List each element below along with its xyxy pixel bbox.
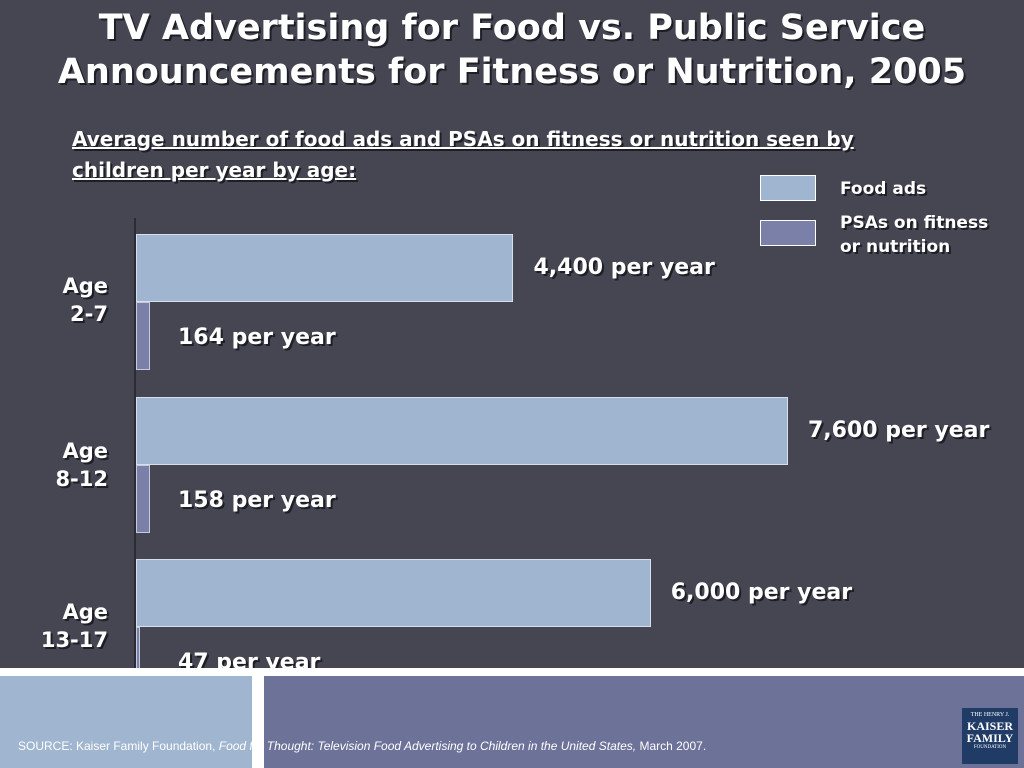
data-label-psas-age-8-12: 158 per year <box>178 488 336 513</box>
logo-line1: THE HENRY J. <box>970 712 1010 718</box>
data-label-food-ads-age-2-7: 4,400 per year <box>533 255 715 280</box>
source-note: SOURCE: Kaiser Family Foundation, Food f… <box>18 737 706 755</box>
legend-swatch-food-ads <box>760 175 816 201</box>
category-axis-line <box>134 218 136 712</box>
bar-food-ads-age-8-12 <box>136 397 788 465</box>
source-prefix: SOURCE: Kaiser Family Foundation, <box>18 739 219 753</box>
bar-psas-age-8-12 <box>136 465 150 533</box>
category-label-age-13-17: Age 13-17 <box>10 598 108 654</box>
footer-band-left <box>0 676 252 768</box>
chart-title: TV Advertising for Food vs. Public Servi… <box>57 8 967 92</box>
data-label-food-ads-age-8-12: 7,600 per year <box>808 418 990 443</box>
footer-divider <box>0 668 1024 676</box>
logo-line4: FOUNDATION <box>973 745 1007 750</box>
bar-food-ads-age-13-17 <box>136 559 651 627</box>
category-label-age-2-7: Age 2-7 <box>10 272 108 328</box>
legend-label-psas-line2: or nutrition <box>840 237 951 257</box>
category-label-line1: Age <box>62 600 108 624</box>
category-label-line1: Age <box>62 439 108 463</box>
legend-label-psas: PSAs on fitness or nutrition <box>840 211 988 259</box>
category-label-age-8-12: Age 8-12 <box>10 437 108 493</box>
category-label-line2: 2-7 <box>70 302 108 326</box>
bar-psas-age-2-7 <box>136 302 151 370</box>
category-label-line2: 13-17 <box>40 628 108 652</box>
footer-band-gap <box>252 676 264 768</box>
logo-line3: FAMILY <box>966 731 1014 745</box>
chart-subtitle: Average number of food ads and PSAs on f… <box>72 127 854 182</box>
category-label-line2: 8-12 <box>55 467 108 491</box>
legend-label-food-ads: Food ads <box>840 179 927 199</box>
data-label-psas-age-2-7: 164 per year <box>178 325 336 350</box>
source-suffix: March 2007. <box>636 739 707 753</box>
data-label-food-ads-age-13-17: 6,000 per year <box>670 580 853 605</box>
legend-label-psas-line1: PSAs on fitness <box>840 213 989 233</box>
legend-swatch-psas <box>760 220 816 246</box>
category-label-line1: Age <box>62 274 108 298</box>
footer-band-right <box>264 676 1024 768</box>
kaiser-family-foundation-logo: THE HENRY J. KAISER FAMILY FOUNDATION <box>962 708 1018 764</box>
logo-line2: KAISER <box>966 719 1013 733</box>
bar-food-ads-age-2-7 <box>136 234 514 302</box>
source-publication-title: Food for Thought: Television Food Advert… <box>218 739 637 753</box>
